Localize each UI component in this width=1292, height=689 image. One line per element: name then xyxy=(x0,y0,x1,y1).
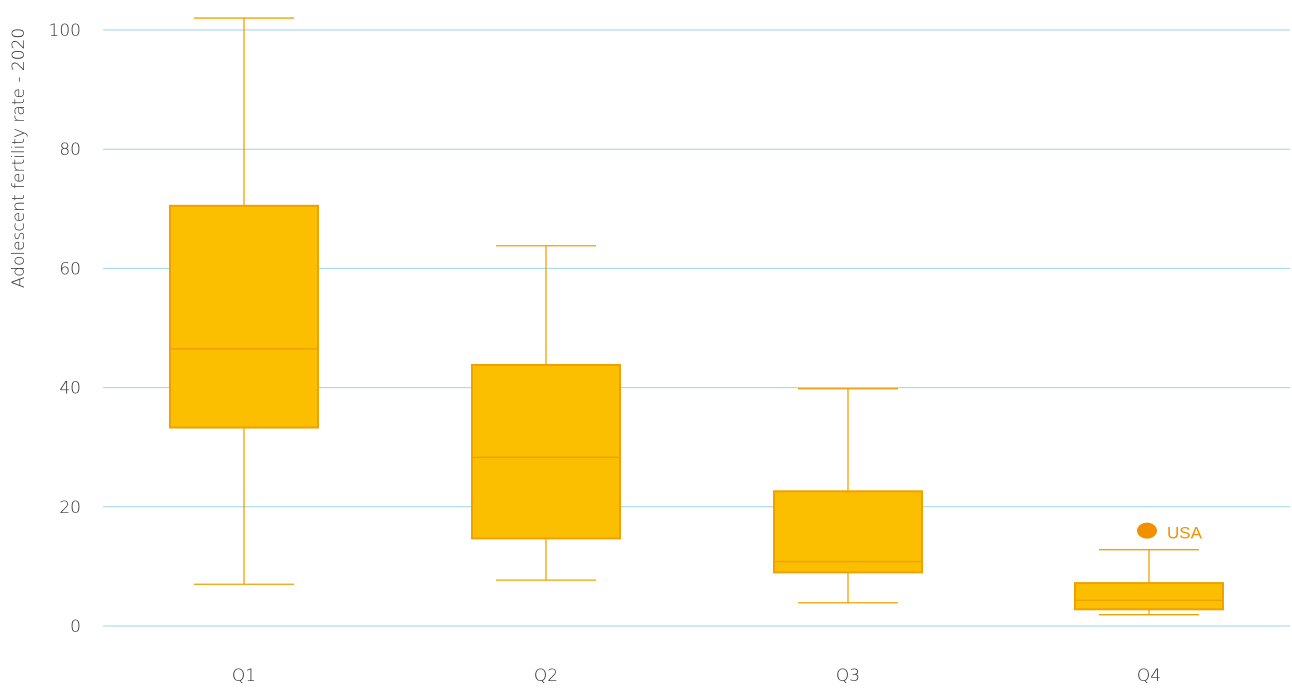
box-iqr xyxy=(169,204,319,429)
x-category-label: Q2 xyxy=(534,666,558,686)
outlier-point xyxy=(1137,522,1157,539)
boxes-layer xyxy=(169,17,1224,616)
y-tick-label: 80 xyxy=(59,140,81,160)
x-category-label: Q4 xyxy=(1137,666,1161,686)
x-axis-categories: Q1 Q2 Q3 Q4 xyxy=(232,666,1161,686)
box-iqr xyxy=(471,363,621,540)
outlier-label: USA xyxy=(1167,524,1203,543)
box-group-q3 xyxy=(773,388,923,604)
y-tick-label: 40 xyxy=(59,379,81,399)
x-category-label: Q1 xyxy=(232,666,256,686)
y-tick-label: 60 xyxy=(59,259,81,279)
y-tick-label: 20 xyxy=(59,498,81,518)
box-group-q4 xyxy=(1074,549,1224,616)
outliers-layer: USA xyxy=(1137,522,1203,543)
y-axis-ticks: 0 20 40 60 80 100 xyxy=(49,21,81,637)
x-category-label: Q3 xyxy=(836,666,860,686)
box-iqr xyxy=(1074,582,1224,611)
box-group-q1 xyxy=(169,17,319,585)
box-iqr xyxy=(773,490,923,574)
y-axis-title: Adolescent fertility rate - 2020 xyxy=(9,28,29,288)
y-tick-label: 0 xyxy=(70,617,81,637)
y-tick-label: 100 xyxy=(49,21,81,41)
box-group-q2 xyxy=(471,245,621,581)
